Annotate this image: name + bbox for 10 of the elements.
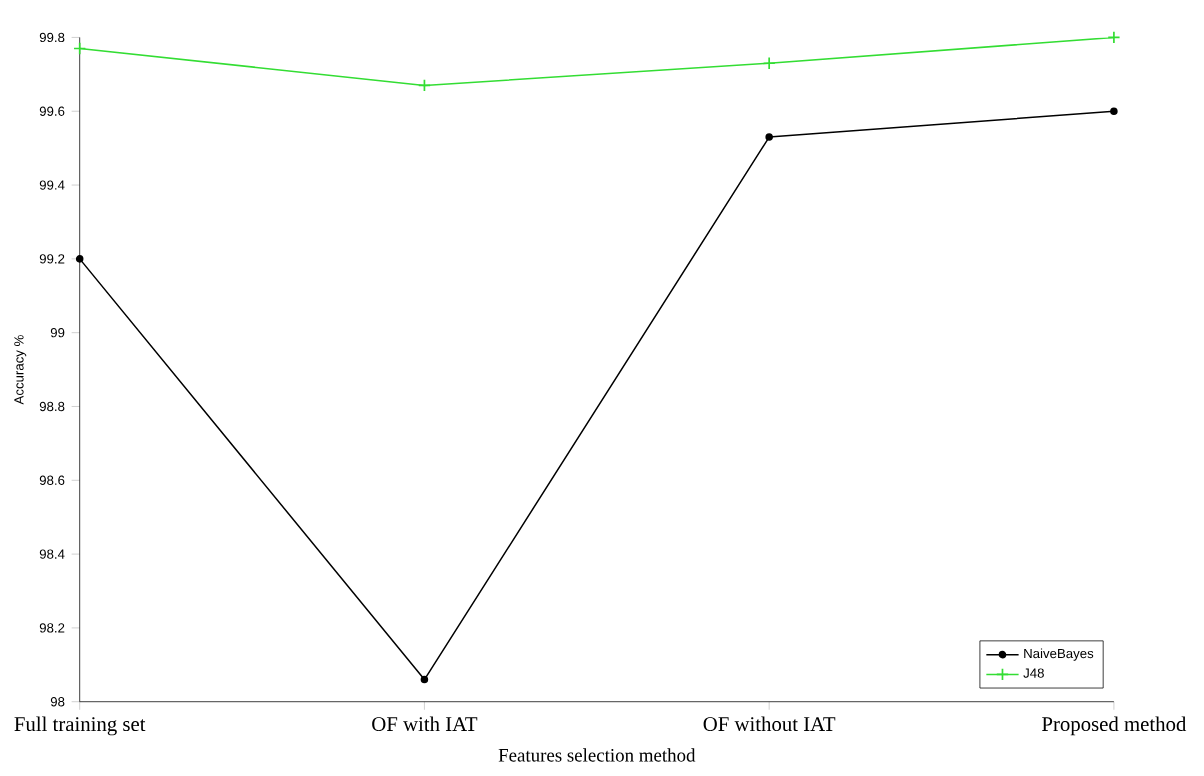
point: [1110, 107, 1118, 116]
point: [420, 676, 429, 684]
point: [75, 255, 84, 263]
x-tick-label: OF without IAT: [703, 716, 836, 732]
point: [765, 133, 773, 142]
point: [763, 57, 775, 70]
x-tick-label: OF with IAT: [372, 716, 478, 732]
x-tick-label: Proposed method: [1042, 716, 1187, 736]
x-tick-label: Full training set: [14, 716, 146, 736]
x-axis-title: Features selection method: [498, 748, 696, 762]
